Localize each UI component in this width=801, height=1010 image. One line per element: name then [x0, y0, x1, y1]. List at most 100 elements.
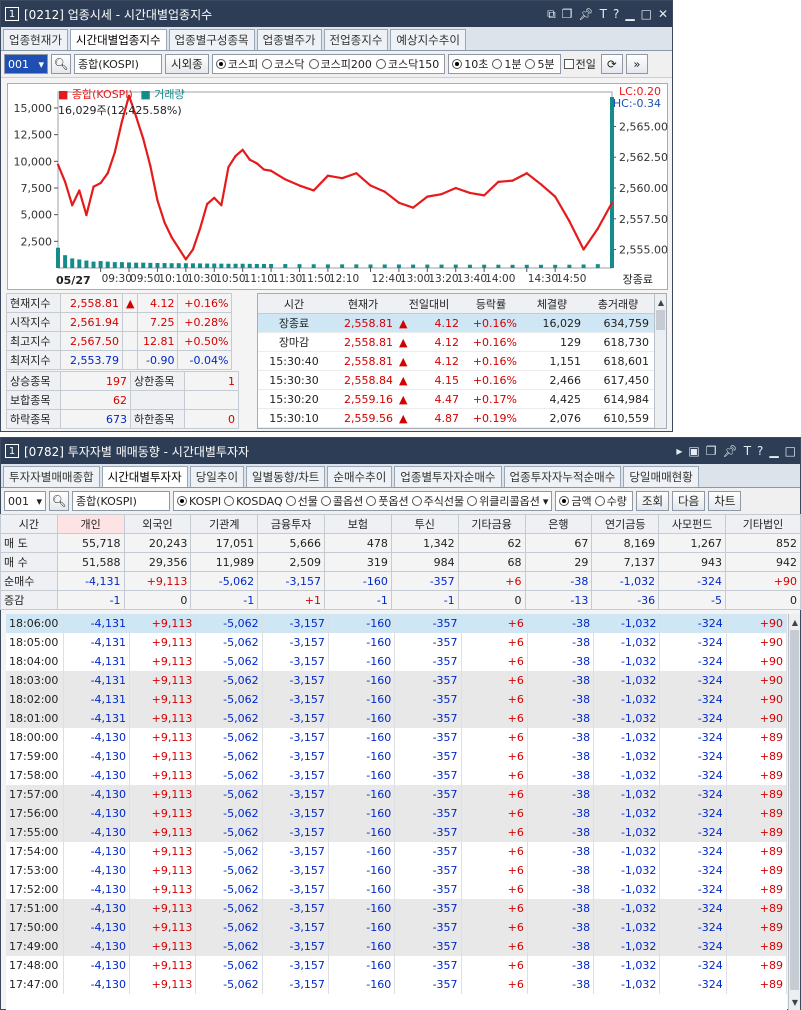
help-icon[interactable]: ? — [757, 444, 764, 458]
table-row[interactable]: 18:04:00 -4,131 +9,113 -5,062 -3,157 -160 -357… — [6, 652, 787, 671]
table-row[interactable]: 18:01:00 -4,131 +9,113 -5,062 -3,157 -160 -357… — [6, 709, 787, 728]
table-row[interactable]: 17:50:00 -4,130 +9,113 -5,062 -3,157 -160 -357… — [6, 918, 787, 937]
tab-daily-chart[interactable]: 일별동향/차트 — [246, 466, 326, 487]
tab-investor-summary[interactable]: 투자자별매매종합 — [3, 466, 100, 487]
scrollbar-thumb[interactable] — [790, 630, 799, 990]
font-icon[interactable]: T — [599, 7, 607, 21]
scroll-up-icon[interactable]: ▲ — [791, 617, 799, 627]
investor-list-scrollbar[interactable]: ▲ ▼ — [788, 614, 800, 1010]
radio-10sec[interactable]: 10초 — [452, 56, 488, 72]
tick-row[interactable]: 15:30:10 2,559.56 ▲ 4.87 +0.19% 2,076 610,559 — [258, 409, 666, 428]
investor-window-titlebar[interactable]: 1 [0782] 투자자별 매매동향 - 시간대별투자자 ▸ ▣ ❐ 📌︎ T … — [1, 438, 800, 464]
tick-row[interactable]: 15:30:20 2,559.16 ▲ 4.47 +0.17% 4,425 614,984 — [258, 390, 666, 409]
table-row[interactable]: 17:49:00 -4,130 +9,113 -5,062 -3,157 -160 -357… — [6, 937, 787, 956]
search-icon[interactable]: 🔍︎ — [51, 54, 71, 74]
table-row[interactable]: 17:56:00 -4,130 +9,113 -5,062 -3,157 -160 -357… — [6, 804, 787, 823]
table-row[interactable]: 18:06:00 -4,131 +9,113 -5,062 -3,157 -160 -357… — [6, 614, 787, 633]
table-row[interactable]: 17:53:00 -4,130 +9,113 -5,062 -3,157 -160 -357… — [6, 861, 787, 880]
search-icon[interactable]: 🔍︎ — [49, 491, 69, 511]
table-row[interactable]: 18:00:00 -4,130 +9,113 -5,062 -3,157 -160 -357… — [6, 728, 787, 747]
tab-net-buy-trend[interactable]: 순매수추이 — [327, 466, 393, 487]
radio-put[interactable]: 풋옵션 — [366, 493, 409, 509]
table-row[interactable]: 17:58:00 -4,130 +9,113 -5,062 -3,157 -160 -357… — [6, 766, 787, 785]
radio-kospi[interactable]: KOSPI — [177, 495, 221, 508]
tab-sector-investor-cum[interactable]: 업종투자자누적순매수 — [503, 466, 622, 487]
minimize-icon[interactable]: ▁ — [625, 7, 635, 21]
window-icon[interactable]: ▣ — [688, 444, 700, 458]
tick-row[interactable]: 15:30:40 2,558.81 ▲ 4.12 +0.16% 1,151 618,601 — [258, 352, 666, 371]
foreign-button[interactable]: 시외종 — [165, 54, 209, 74]
chevron-down-icon[interactable]: ▾ — [36, 494, 42, 508]
radio-kosdaq[interactable]: KOSDAQ — [224, 495, 283, 508]
pin-icon[interactable]: 📌︎ — [722, 444, 738, 458]
table-row[interactable]: 17:57:00 -4,130 +9,113 -5,062 -3,157 -160 -357… — [6, 785, 787, 804]
investor-name-field[interactable]: 종합(KOSPI) — [72, 491, 170, 511]
radio-kospi200[interactable]: 코스피200 — [308, 56, 372, 72]
radio-5min[interactable]: 5분 — [525, 56, 555, 72]
tab-timely-investor[interactable]: 시간대별투자자 — [101, 466, 188, 487]
radio-stock-futures[interactable]: 주식선물 — [411, 493, 464, 509]
font-icon[interactable]: T — [743, 444, 752, 458]
table-row[interactable]: 17:51:00 -4,130 +9,113 -5,062 -3,157 -160 -357… — [6, 899, 787, 918]
window-number-badge[interactable]: 1 — [5, 444, 19, 458]
maximize-icon[interactable]: □ — [784, 444, 796, 458]
help-icon[interactable]: ? — [612, 7, 620, 21]
tab-timely-index[interactable]: 시간대별업종지수 — [69, 29, 167, 50]
table-row[interactable]: 18:03:00 -4,131 +9,113 -5,062 -3,157 -160 -357… — [6, 671, 787, 690]
tab-sector-stock-price[interactable]: 업종별주가 — [256, 29, 322, 50]
index-chart[interactable]: 2,565.00 2,562.50 2,560.00 2,557.50 2,555.00… — [7, 83, 668, 290]
scroll-down-icon[interactable]: ▼ — [791, 997, 799, 1007]
tick-row[interactable]: 장종료 2,558.81 ▲ 4.12 +0.16% 16,029 634,759 — [258, 314, 666, 333]
pin-icon[interactable]: 📌︎ — [578, 7, 594, 21]
window-number-badge[interactable]: 1 — [5, 7, 19, 21]
sector-window-titlebar[interactable]: 1 [0212] 업종시세 - 시간대별업종지수 ⧉ ❐ 📌︎ T ? ▁ □ … — [1, 1, 672, 27]
tab-expected-index[interactable]: 예상지수추이 — [390, 29, 466, 50]
scroll-up-icon[interactable]: ▲ — [657, 297, 665, 307]
tab-sector-investor-net[interactable]: 업종별투자자순매수 — [394, 466, 502, 487]
link-icon[interactable]: ⧉ — [547, 6, 556, 21]
tab-sector-price[interactable]: 업종현재가 — [3, 29, 68, 50]
tick-row[interactable]: 15:30:30 2,558.84 ▲ 4.15 +0.16% 2,466 617,450 — [258, 371, 666, 390]
close-icon[interactable]: ✕ — [657, 7, 668, 21]
tab-daily-trend[interactable]: 당일추이 — [189, 466, 245, 487]
radio-call[interactable]: 콜옵션 — [320, 493, 363, 509]
investor-code-input[interactable]: 001 ▾ — [4, 491, 46, 511]
chevron-down-icon[interactable]: ▾ — [542, 494, 549, 508]
table-row[interactable]: 17:59:00 -4,130 +9,113 -5,062 -3,157 -160 -357… — [6, 747, 787, 766]
table-row[interactable]: 18:05:00 -4,131 +9,113 -5,062 -3,157 -160 -357… — [6, 633, 787, 652]
sector-name-field[interactable]: 종합(KOSPI) — [74, 54, 162, 74]
radio-kosdaq150[interactable]: 코스닥150 — [375, 56, 439, 72]
minimize-icon[interactable]: ▁ — [769, 444, 779, 458]
refresh-icon[interactable]: ⟳ — [600, 54, 623, 74]
radio-quantity[interactable]: 수량 — [594, 493, 627, 509]
tab-daily-trading-status[interactable]: 당일매매현황 — [623, 466, 699, 487]
copy-icon[interactable]: ❐ — [705, 444, 717, 458]
maximize-icon[interactable]: □ — [640, 7, 652, 21]
prev-day-checkbox[interactable]: 전일 — [563, 56, 596, 72]
tab-all-sector-index[interactable]: 전업종지수 — [323, 29, 389, 50]
radio-1min[interactable]: 1분 — [492, 56, 521, 72]
chevron-down-icon[interactable]: ▾ — [38, 57, 44, 71]
copy-icon[interactable]: ❐ — [561, 7, 573, 21]
next-button[interactable]: 다음 — [672, 491, 706, 511]
table-row[interactable]: 17:54:00 -4,130 +9,113 -5,062 -3,157 -160 -357… — [6, 842, 787, 861]
table-row[interactable]: 17:47:00 -4,130 +9,113 -5,062 -3,157 -160 -357… — [6, 975, 787, 994]
radio-kosdaq[interactable]: 코스닥 — [262, 56, 305, 72]
radio-amount[interactable]: 금액 — [559, 493, 592, 509]
radio-kospi[interactable]: 코스피 — [215, 56, 258, 72]
tick-row[interactable]: 장마감 2,558.81 ▲ 4.12 +0.16% 129 618,730 — [258, 333, 666, 352]
tick-scrollbar[interactable]: ▲ — [654, 294, 666, 428]
tab-sector-components[interactable]: 업종별구성종목 — [168, 29, 255, 50]
scrollbar-thumb[interactable] — [656, 310, 665, 330]
table-row[interactable]: 17:55:00 -4,130 +9,113 -5,062 -3,157 -160 -357… — [6, 823, 787, 842]
radio-futures[interactable]: 선물 — [285, 493, 318, 509]
sector-code-input[interactable]: 001 ▾ — [4, 54, 48, 74]
next-icon[interactable]: » — [625, 54, 648, 74]
arrow-icon[interactable]: ▸ — [676, 444, 683, 458]
table-row[interactable]: 17:48:00 -4,130 +9,113 -5,062 -3,157 -160 -357… — [6, 956, 787, 975]
query-button[interactable]: 조회 — [635, 491, 670, 511]
table-row[interactable]: 18:02:00 -4,131 +9,113 -5,062 -3,157 -160 -357… — [6, 690, 787, 709]
chart-button[interactable]: 차트 — [708, 491, 742, 511]
radio-weekly-call[interactable]: 위클리콜옵션 — [467, 493, 540, 509]
table-row[interactable]: 17:52:00 -4,130 +9,113 -5,062 -3,157 -160 -357… — [6, 880, 787, 899]
